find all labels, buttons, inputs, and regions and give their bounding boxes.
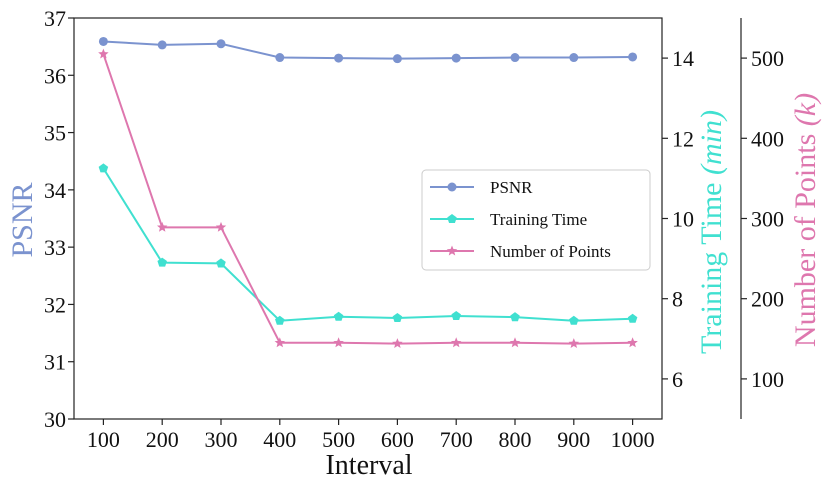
left-tick-label: 36 [44,63,66,88]
data-point-psnr [98,36,108,46]
right-tick-label: 6 [672,367,683,392]
x-tick-label: 100 [87,427,120,452]
x-axis-title: Interval [325,450,412,481]
data-point-training-time [275,315,285,325]
data-point-number-of-points [627,337,638,348]
series-line-training-time [102,167,633,322]
series-training-time [98,163,638,325]
data-point-number-of-points [509,337,521,348]
legend-label-training-time: Training Time [490,210,587,229]
legend-entry-number-of-points: Number of Points [430,242,611,261]
x-tick-label: 800 [499,427,532,452]
outer-tick-label: 200 [751,287,784,312]
left-axis-title: PSNR [6,182,39,257]
series-line-number-of-points [102,53,633,345]
series-number-of-points [98,48,638,349]
x-tick-label: 200 [146,427,179,452]
legend-marker-training-time [447,214,457,224]
outer-axis-title-main: Number of Points [789,126,822,347]
data-point-training-time [392,312,403,322]
data-point-training-time [627,313,638,323]
left-tick-label: 34 [44,178,66,203]
data-point-training-time [569,315,579,325]
right-axis-title-main: Training Time [695,175,728,354]
x-tick-label: 400 [263,427,296,452]
right-axis-title: Training Time (min) [695,110,728,354]
ticks-layer: 100 200 300 400 500 600 700 800 900 1000 30 31 32 33 3… [44,6,784,452]
data-point-training-time [98,163,109,173]
data-point-psnr [628,52,638,62]
right-tick-label: 8 [672,287,683,312]
left-tick-label: 32 [44,292,66,317]
outer-axis-title: Number of Points (k) [789,93,822,347]
right-tick-label: 14 [672,46,694,71]
data-point-number-of-points [568,338,580,349]
right-axis-title-unit: (min) [695,110,728,175]
data-point-training-time [451,310,461,320]
right-tick-label: 12 [672,126,694,151]
outer-axis-title-unit: (k) [789,93,822,126]
x-tick-label: 500 [322,427,355,452]
outer-tick-label: 400 [751,126,784,151]
data-point-training-time [157,257,167,267]
data-point-psnr [510,53,520,63]
outer-tick-label: 500 [751,46,784,71]
legend-entry-training-time: Training Time [430,210,587,229]
left-tick-label: 35 [44,121,66,146]
data-point-number-of-points [450,337,462,348]
x-tick-label: 900 [557,427,590,452]
data-point-number-of-points [333,337,344,348]
left-tick-label: 30 [44,407,66,432]
data-point-training-time [333,311,344,321]
legend-marker-number-of-points [446,245,458,256]
legend-label-psnr: PSNR [490,178,533,197]
legend-label-number-of-points: Number of Points [490,242,611,261]
series-psnr [98,36,638,64]
x-tick-label: 600 [381,427,414,452]
x-tick-label: 700 [440,427,473,452]
left-tick-label: 37 [44,6,66,31]
data-point-psnr [275,53,285,63]
outer-tick-label: 100 [751,367,784,392]
left-tick-label: 31 [44,350,66,375]
data-point-number-of-points [392,338,403,349]
x-tick-label: 1000 [611,427,655,452]
data-point-training-time [216,258,226,268]
data-point-number-of-points [274,337,286,348]
data-point-psnr [216,39,226,49]
right-tick-label: 10 [672,207,694,232]
data-point-number-of-points [98,48,109,59]
legend: PSNR Training Time Number of Points [421,169,651,271]
data-point-psnr [451,53,461,63]
data-point-training-time [510,312,520,322]
data-point-psnr [334,53,344,63]
x-tick-label: 300 [205,427,238,452]
data-point-psnr [157,40,167,50]
legend-box [421,169,651,271]
legend-entry-psnr: PSNR [430,178,533,197]
data-point-psnr [569,53,579,63]
series-line-psnr [103,40,633,60]
left-tick-label: 33 [44,235,66,260]
series-layer [98,36,638,349]
data-point-psnr [392,54,402,64]
legend-marker-psnr [447,182,457,192]
data-point-number-of-points [215,221,227,232]
outer-tick-label: 300 [751,207,784,232]
data-point-number-of-points [156,221,168,232]
